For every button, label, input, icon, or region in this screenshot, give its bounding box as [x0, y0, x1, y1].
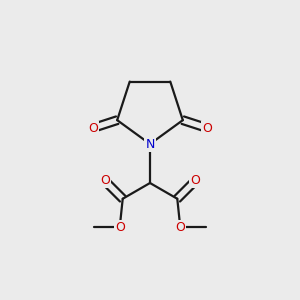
Text: O: O — [100, 174, 110, 187]
Text: O: O — [202, 122, 212, 134]
Text: O: O — [88, 122, 98, 134]
Text: O: O — [190, 174, 200, 187]
Text: O: O — [115, 221, 125, 234]
Text: N: N — [145, 137, 155, 151]
Text: O: O — [175, 221, 185, 234]
